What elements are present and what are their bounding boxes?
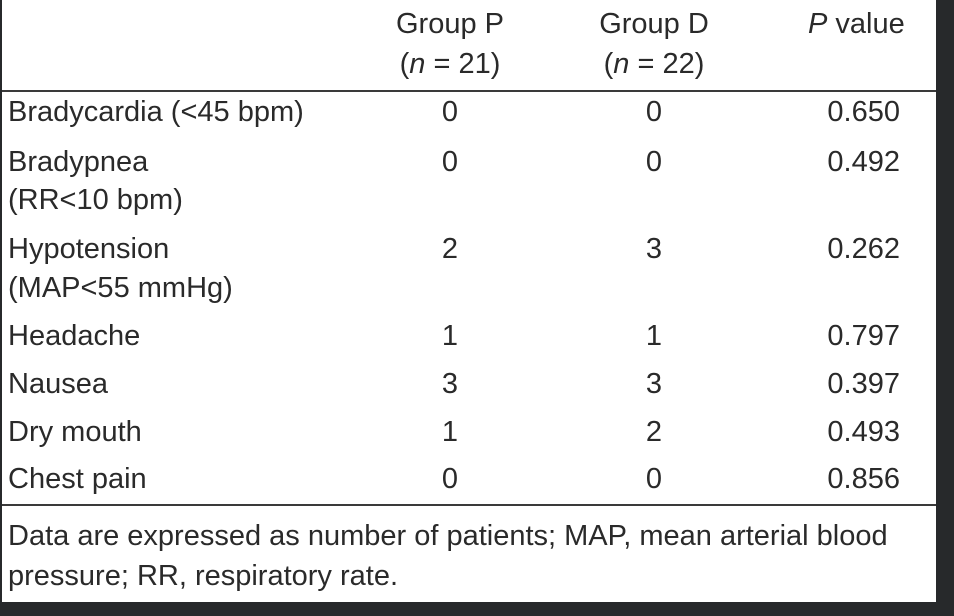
- row-3-label-sub: (MAP<55 mmHg): [8, 272, 233, 304]
- header-p-value-text: value: [827, 8, 905, 40]
- row-5-group-p: 3: [441, 368, 459, 400]
- row-6-p-value: 0.493: [827, 416, 900, 448]
- row-4-label: Headache: [8, 320, 141, 352]
- row-7-p-value: 0.856: [827, 463, 900, 495]
- header-group-d-n-value: = 22): [629, 48, 705, 80]
- table-document: Group P (n = 21) Group D (n = 22) P valu…: [2, 0, 936, 602]
- row-2-label-sub: (RR<10 bpm): [8, 184, 183, 216]
- header-group-p-n: (n = 21): [399, 48, 501, 80]
- row-7-label: Chest pain: [8, 463, 147, 495]
- header-group-p-name: Group P: [396, 8, 504, 40]
- row-1-group-d: 0: [645, 96, 663, 128]
- header-group-p-n-value: = 21): [425, 48, 501, 80]
- row-1-label: Bradycardia (<45 bpm): [8, 96, 304, 128]
- row-2-p-value: 0.492: [827, 146, 900, 178]
- header-divider: [2, 90, 936, 92]
- row-2-group-p: 0: [441, 146, 459, 178]
- row-5-label: Nausea: [8, 368, 108, 400]
- row-4-group-p: 1: [441, 320, 459, 352]
- header-p-value: P value: [808, 4, 905, 44]
- row-5-group-d: 3: [645, 368, 663, 400]
- footer-divider: [2, 504, 936, 506]
- row-5-p-value: 0.397: [827, 368, 900, 400]
- row-4-group-d: 1: [645, 320, 663, 352]
- row-2-group-d: 0: [645, 146, 663, 178]
- header-p-value-symbol: P: [808, 8, 828, 40]
- row-2-label: Bradypnea: [8, 146, 149, 178]
- table-footnote: Data are expressed as number of patients…: [8, 520, 888, 592]
- header-group-p-n-symbol: n: [409, 48, 426, 80]
- row-3-group-d: 3: [645, 233, 663, 265]
- header-group-d-n: (n = 22): [603, 48, 705, 80]
- row-6-group-p: 1: [441, 416, 459, 448]
- row-6-group-d: 2: [645, 416, 663, 448]
- row-6-label: Dry mouth: [8, 416, 142, 448]
- header-group-d: Group D (n = 22): [596, 4, 712, 84]
- header-group-p: Group P (n = 21): [394, 4, 506, 84]
- header-group-d-n-symbol: n: [613, 48, 630, 80]
- row-7-group-p: 0: [441, 463, 459, 495]
- row-3-label: Hypotension: [8, 233, 170, 265]
- row-3-p-value: 0.262: [827, 233, 900, 265]
- header-group-d-name: Group D: [599, 8, 709, 40]
- row-3-group-p: 2: [441, 233, 459, 265]
- row-7-group-d: 0: [645, 463, 663, 495]
- row-1-p-value: 0.650: [827, 96, 900, 128]
- row-4-p-value: 0.797: [827, 320, 900, 352]
- row-1-group-p: 0: [441, 96, 459, 128]
